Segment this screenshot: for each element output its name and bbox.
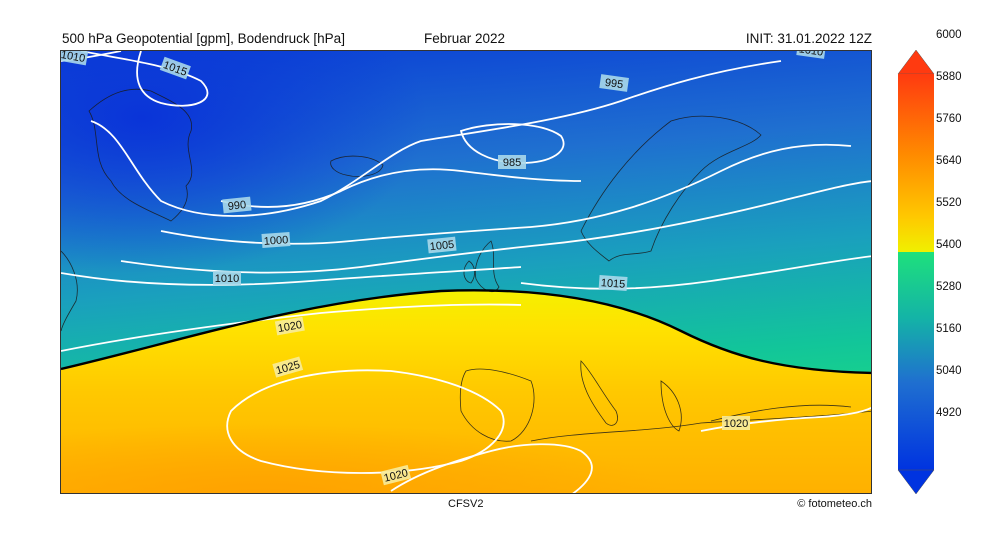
north-africa-coast (530, 410, 871, 442)
isobar-label: 1000 (263, 234, 288, 248)
isobar-1005 (120, 180, 871, 274)
colorbar-tick: 5400 (936, 239, 962, 251)
iberia-coast (459, 368, 535, 442)
balkans-coast (660, 380, 682, 432)
colorbar-cold-band (898, 252, 934, 470)
isobar-label: 1020 (724, 418, 748, 430)
colorbar-top-arrow (897, 50, 935, 75)
colorbar-tick: 5760 (936, 113, 962, 125)
credit-label: © fotometeo.ch (797, 498, 872, 510)
init-time: INIT: 31.01.2022 12Z (745, 31, 872, 46)
isobar-labels: 1010 1015 995 1010 985 990 (61, 51, 826, 486)
isobars (61, 51, 871, 493)
coastlines (61, 88, 871, 442)
colorbar-tick: 5160 (936, 323, 962, 335)
map-canvas: 1010 1015 995 1010 985 990 (61, 51, 871, 493)
isobar-1015-nw (80, 51, 209, 107)
isobar-label: 990 (227, 199, 247, 213)
isobar-label: 995 (604, 77, 624, 91)
canada-coast (61, 250, 78, 332)
isobar-1020-south (390, 443, 593, 493)
isobar-1000 (160, 143, 852, 245)
isobar-label: 985 (503, 157, 521, 169)
isobar-1020-north (61, 303, 522, 352)
isobar-995 (90, 60, 782, 217)
isobar-label: 1010 (61, 51, 86, 65)
isobar-1025 (226, 369, 505, 474)
colorbar (897, 50, 935, 494)
geopotential-contour-5520 (61, 289, 871, 375)
isobar-label: 1015 (600, 277, 625, 291)
greenland-coast (88, 88, 193, 222)
ireland-coast (463, 260, 475, 284)
isobar-1015 (520, 255, 871, 290)
colorbar-bottom-arrow (897, 469, 935, 494)
isobar-label: 1010 (215, 273, 239, 285)
italy-coast (580, 360, 618, 426)
isobar-label: 1020 (383, 467, 410, 485)
weather-map: 1010 1015 995 1010 985 990 (60, 50, 872, 494)
model-label: CFSV2 (448, 498, 484, 510)
isobar-label: 1005 (429, 239, 455, 253)
chart-period: Februar 2022 (424, 31, 506, 46)
isobar-985 (459, 123, 565, 164)
colorbar-warm-band (898, 74, 934, 252)
iceland-coast (330, 155, 384, 177)
scandinavia-coast (580, 115, 762, 262)
colorbar-tick: 5880 (936, 71, 962, 83)
isobar-1010 (61, 266, 522, 286)
colorbar-tick: 4920 (936, 407, 962, 419)
chart-title: 500 hPa Geopotential [gpm], Bodendruck [… (62, 31, 345, 46)
isobar-990 (220, 168, 582, 208)
colorbar-tick: 5640 (936, 155, 962, 167)
colorbar-tick: 6000 (936, 29, 962, 41)
isobar-label: 1010 (798, 51, 824, 59)
isobar-label: 1020 (277, 319, 303, 335)
colorbar-tick: 5040 (936, 365, 962, 377)
colorbar-tick: 5280 (936, 281, 962, 293)
colorbar-tick: 5520 (936, 197, 962, 209)
